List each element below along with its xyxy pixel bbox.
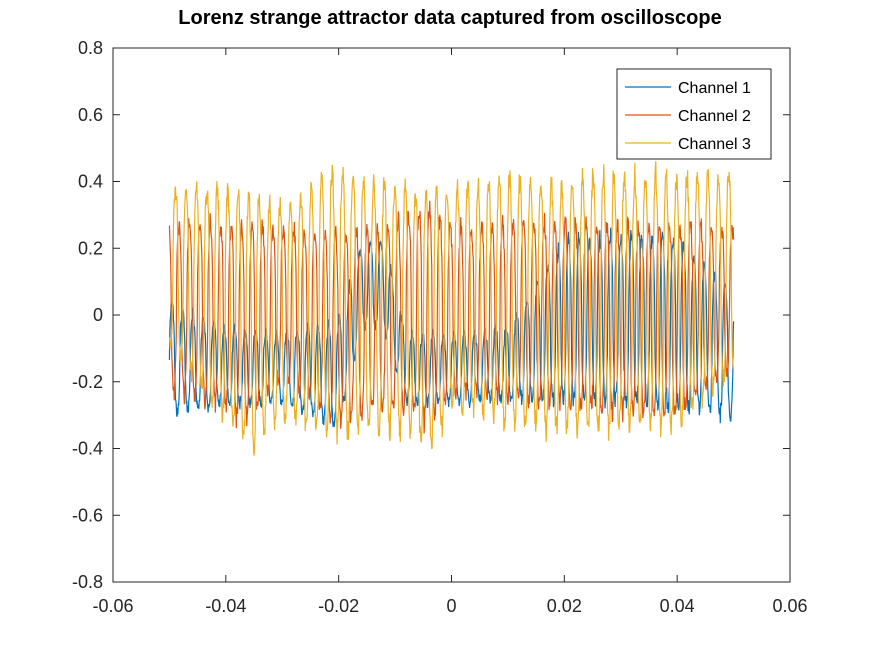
x-tick-label: 0: [446, 596, 456, 616]
legend: Channel 1 Channel 2 Channel 3: [616, 68, 772, 160]
legend-label: Channel 3: [678, 136, 751, 153]
y-tick-label: 0.4: [78, 172, 103, 192]
x-tick-label: -0.02: [318, 596, 359, 616]
x-tick-label: -0.06: [92, 596, 133, 616]
y-tick-label: 0: [93, 305, 103, 325]
x-tick-label: -0.04: [205, 596, 246, 616]
x-tick-label: 0.04: [660, 596, 695, 616]
plot-series: [168, 161, 735, 456]
chart-title: Lorenz strange attractor data captured f…: [178, 7, 721, 29]
x-tick-label: 0.02: [547, 596, 582, 616]
x-tick-label: 0.06: [772, 596, 807, 616]
x-axis: -0.06 -0.04 -0.02 0 0.02 0.04 0.06: [92, 48, 808, 616]
y-tick-label: 0.6: [78, 105, 103, 125]
y-tick-label: -0.2: [72, 372, 103, 392]
y-axis: -0.8 -0.6 -0.4 -0.2 0 0.2 0.4 0.6 0.8: [72, 38, 790, 592]
legend-label: Channel 1: [678, 80, 751, 97]
legend-box: [616, 68, 772, 160]
y-tick-label: 0.2: [78, 238, 103, 258]
y-tick-label: -0.4: [72, 439, 103, 459]
series-line-2: [168, 200, 735, 434]
y-tick-label: -0.8: [72, 572, 103, 592]
y-tick-label: -0.6: [72, 505, 103, 525]
series-line-1: [168, 227, 735, 428]
legend-label: Channel 2: [678, 108, 751, 125]
y-tick-label: 0.8: [78, 38, 103, 58]
series-line-3: [168, 161, 735, 456]
